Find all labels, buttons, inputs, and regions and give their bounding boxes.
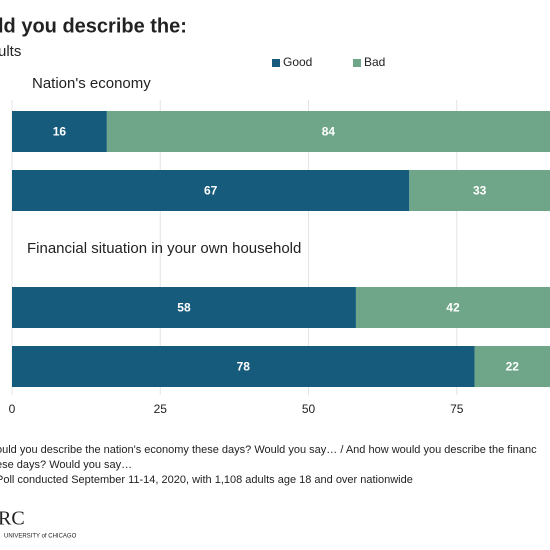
- note: ould you describe the nation's economy t…: [0, 444, 537, 456]
- bar-segment: [106, 111, 550, 152]
- x-tick-label: 75: [450, 402, 464, 416]
- legend-label: Bad: [364, 55, 385, 69]
- bar-segment: [474, 346, 550, 387]
- x-tick-label: 0: [9, 402, 16, 416]
- bar-segment: [12, 346, 475, 387]
- title: ld you describe the:: [0, 15, 187, 37]
- note: ese days? Would you say…: [0, 459, 132, 471]
- value-label: 16: [53, 125, 67, 139]
- group-title: Nation's economy: [32, 75, 151, 92]
- value-label: 58: [177, 301, 191, 315]
- bar-segment: [12, 111, 107, 152]
- x-tick-label: 50: [302, 402, 316, 416]
- note: Poll conducted September 11-14, 2020, wi…: [0, 474, 413, 486]
- bar-segment: [409, 170, 550, 211]
- bar-segment: [355, 287, 550, 328]
- subtitle: ults: [0, 43, 21, 60]
- value-label: 78: [237, 360, 251, 374]
- group-title: Financial situation in your own househol…: [27, 240, 301, 257]
- bar-segment: [12, 170, 410, 211]
- x-tick-label: 25: [154, 402, 168, 416]
- value-label: 33: [473, 184, 487, 198]
- value-label: 67: [204, 184, 218, 198]
- legend-label: Good: [283, 55, 312, 69]
- value-label: 42: [446, 301, 460, 315]
- legend-swatch: [272, 59, 280, 67]
- value-label: 84: [322, 125, 336, 139]
- logo-text: UNIVERSITY of CHICAGO: [4, 534, 77, 540]
- legend-swatch: [353, 59, 361, 67]
- value-label: 22: [506, 360, 520, 374]
- logo: RC: [0, 508, 25, 530]
- bar-segment: [12, 287, 356, 328]
